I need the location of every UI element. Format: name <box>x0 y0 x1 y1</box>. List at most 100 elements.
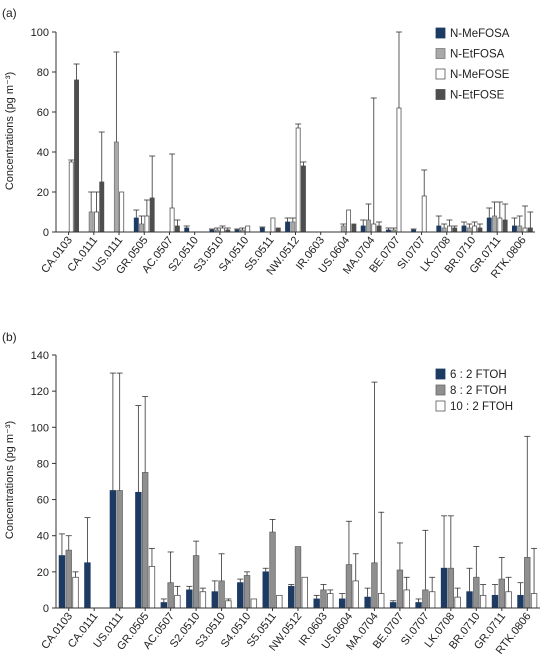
bar <box>403 589 410 609</box>
legend-label: N-EtFOSA <box>450 49 505 61</box>
chart-panel-a: (a) Concentrations (pg m⁻³) 0 20 40 60 80 100… <box>2 6 535 281</box>
bar <box>472 225 478 233</box>
bar <box>58 555 66 609</box>
bar <box>160 602 168 609</box>
legend-label: 10 : 2 FTOH <box>450 401 513 413</box>
legend-swatch <box>435 48 446 59</box>
legend-b: 6 : 2 FTOH 8 : 2 FTOH 10 : 2 FTOH <box>435 368 513 413</box>
bar <box>346 209 352 233</box>
bar <box>477 227 483 233</box>
bar <box>338 598 346 609</box>
bar <box>88 211 94 233</box>
bar <box>167 582 174 609</box>
bar <box>517 594 524 609</box>
y-tick-label: 80 <box>37 67 49 79</box>
panel-label-a: (a) <box>2 6 17 20</box>
bar <box>428 591 436 609</box>
bar <box>141 472 149 609</box>
y-tick-label: 100 <box>31 27 49 39</box>
y-tick-label: 140 <box>31 350 49 362</box>
y-tick-label: 80 <box>37 458 49 470</box>
bar <box>502 219 508 233</box>
bar <box>512 225 517 233</box>
bar <box>366 219 371 233</box>
bar <box>99 181 105 233</box>
bar <box>396 569 404 609</box>
bar <box>135 491 142 609</box>
bar <box>218 580 225 609</box>
y-tick-label: 100 <box>31 422 49 434</box>
bar <box>275 227 281 233</box>
y-tick-label: 120 <box>31 386 49 398</box>
bar <box>139 223 145 233</box>
bar <box>276 594 283 609</box>
bar <box>352 580 359 609</box>
bar <box>452 227 458 233</box>
bar <box>94 211 99 233</box>
panel-label-b: (b) <box>2 330 17 344</box>
bar <box>447 567 455 609</box>
bar <box>68 161 74 233</box>
bar <box>225 600 232 609</box>
bar <box>184 227 190 233</box>
bar <box>74 79 79 233</box>
bar <box>65 549 72 609</box>
bar <box>199 591 207 609</box>
bar <box>473 576 480 609</box>
bar <box>169 207 175 233</box>
bar <box>84 562 91 609</box>
legend-swatch <box>435 368 446 380</box>
bar <box>192 555 200 609</box>
bar <box>351 223 357 233</box>
bar <box>396 107 402 233</box>
bar <box>220 227 225 233</box>
y-tick-label: 60 <box>37 495 49 507</box>
legend-label: N-MeFOSE <box>450 69 510 81</box>
bar <box>148 566 156 609</box>
legend-a: N-MeFOSA N-EtFOSA N-MeFOSE N-EtFOSE <box>435 27 510 102</box>
bar <box>174 594 181 609</box>
y-tick-label: 20 <box>37 567 49 579</box>
bar <box>270 217 276 233</box>
bar <box>243 575 251 609</box>
y-tick-label: 0 <box>43 227 49 239</box>
bar <box>327 593 334 609</box>
y-tick-label: 40 <box>37 531 49 543</box>
bar <box>389 602 397 609</box>
bar <box>250 598 258 609</box>
bar <box>422 589 429 609</box>
bar <box>497 217 503 233</box>
bar <box>479 594 487 609</box>
bar <box>524 557 531 609</box>
bar <box>259 227 265 233</box>
bar <box>116 490 123 609</box>
bar <box>498 578 505 609</box>
y-axis-title-b: Concentrations (pg m⁻³) <box>4 421 16 539</box>
bar <box>288 585 295 609</box>
bar <box>113 141 119 233</box>
bar <box>522 227 528 233</box>
legend-label: N-EtFOSE <box>450 90 505 102</box>
bar <box>364 596 371 609</box>
y-tick-label: 0 <box>43 603 49 615</box>
bar <box>440 567 448 609</box>
bar <box>466 591 473 609</box>
bar <box>320 589 327 609</box>
bar <box>454 596 461 609</box>
bar <box>269 531 276 609</box>
legend-swatch <box>435 68 446 80</box>
bar <box>436 225 442 233</box>
bar <box>285 221 291 233</box>
bar <box>301 576 308 609</box>
bar <box>186 589 193 609</box>
bar <box>109 490 117 609</box>
bar <box>360 225 366 233</box>
y-axis-title-a: Concentrations (pg m⁻³) <box>4 72 16 190</box>
legend-swatch <box>435 27 446 39</box>
y-tick-label: 20 <box>37 187 49 199</box>
legend-swatch <box>435 384 446 396</box>
bar <box>149 197 155 233</box>
bar <box>527 227 533 233</box>
bar <box>295 127 301 233</box>
